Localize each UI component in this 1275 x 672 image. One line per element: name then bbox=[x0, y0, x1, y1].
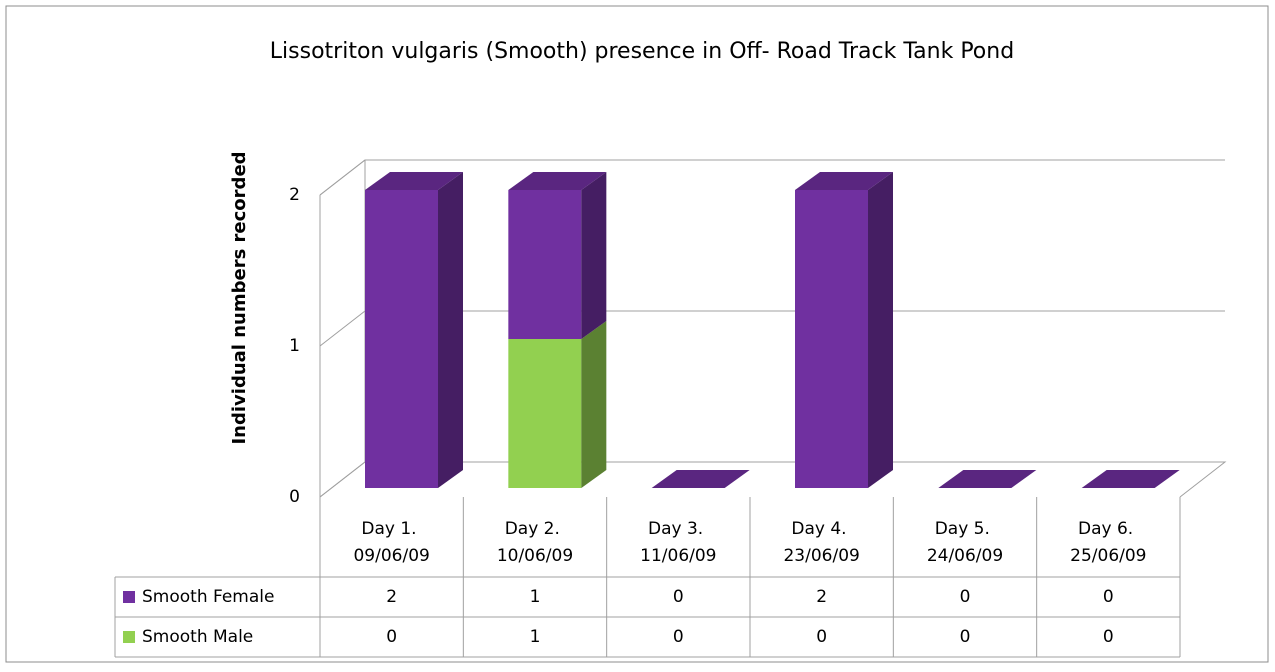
table-value: 0 bbox=[386, 627, 397, 647]
chart-frame bbox=[5, 5, 1269, 663]
table-value: 0 bbox=[673, 627, 684, 647]
label-line: 09/06/09 bbox=[353, 546, 429, 566]
bar bbox=[651, 470, 750, 488]
table-value: 0 bbox=[1103, 627, 1114, 647]
bar bbox=[795, 172, 893, 488]
y-tick-label: 2 bbox=[289, 185, 300, 205]
x-tick-label: Day 3. 11/06/09 bbox=[640, 519, 716, 566]
bar-top bbox=[651, 470, 750, 488]
y-axis-label: Individual numbers recorded bbox=[229, 151, 250, 444]
x-tick-label: Day 4. 23/06/09 bbox=[783, 519, 859, 566]
table-value: 0 bbox=[1103, 587, 1114, 607]
bar-front bbox=[795, 190, 868, 488]
table-value: 1 bbox=[530, 627, 541, 647]
bar-side bbox=[581, 321, 607, 488]
label-line: Day 5. bbox=[935, 519, 996, 539]
table-value: 2 bbox=[816, 587, 827, 607]
table-value: 0 bbox=[960, 627, 971, 647]
bar-side bbox=[438, 172, 463, 488]
bar-top bbox=[1081, 470, 1180, 488]
bar bbox=[1081, 470, 1180, 488]
bar-top bbox=[508, 172, 607, 190]
label-line: 25/06/09 bbox=[1070, 546, 1146, 566]
legend-label: Smooth Female bbox=[142, 587, 274, 607]
x-tick-label: Day 2. 10/06/09 bbox=[497, 519, 573, 566]
x-tick-label: Day 5. 24/06/09 bbox=[927, 519, 1003, 566]
label-line: 24/06/09 bbox=[927, 546, 1003, 566]
label-line: Day 6. bbox=[1078, 519, 1139, 539]
bar-side bbox=[868, 172, 893, 488]
table-value: 2 bbox=[386, 587, 397, 607]
bar bbox=[508, 172, 607, 339]
label-line: Day 1. bbox=[361, 519, 422, 539]
bar-front bbox=[508, 339, 582, 488]
table-value: 1 bbox=[530, 587, 541, 607]
bar-top bbox=[795, 172, 893, 190]
label-line: Day 4. bbox=[791, 519, 852, 539]
table-value: 0 bbox=[673, 587, 684, 607]
bar-top bbox=[938, 470, 1037, 488]
y-tick-label: 0 bbox=[289, 487, 300, 507]
legend-swatch bbox=[123, 631, 135, 643]
legend-swatch bbox=[123, 591, 135, 603]
bar bbox=[508, 321, 607, 488]
bar-front bbox=[365, 190, 438, 488]
table-value: 0 bbox=[960, 587, 971, 607]
bar-top bbox=[365, 172, 463, 190]
x-tick-label: Day 1. 09/06/09 bbox=[353, 519, 429, 566]
y-tick-label: 1 bbox=[289, 336, 300, 356]
grid-line bbox=[319, 159, 1225, 196]
bar bbox=[365, 172, 463, 488]
label-line: 23/06/09 bbox=[783, 546, 859, 566]
bar bbox=[938, 470, 1037, 488]
label-line: 11/06/09 bbox=[640, 546, 716, 566]
legend-label: Smooth Male bbox=[142, 627, 253, 647]
bar-front bbox=[508, 190, 582, 339]
bar-side bbox=[581, 172, 607, 339]
label-line: 10/06/09 bbox=[497, 546, 573, 566]
x-tick-label: Day 6. 25/06/09 bbox=[1070, 519, 1146, 566]
chart-title: Lissotriton vulgaris (Smooth) presence i… bbox=[270, 39, 1014, 64]
label-line: Day 3. bbox=[648, 519, 709, 539]
label-line: Day 2. bbox=[505, 519, 566, 539]
table-value: 0 bbox=[816, 627, 827, 647]
